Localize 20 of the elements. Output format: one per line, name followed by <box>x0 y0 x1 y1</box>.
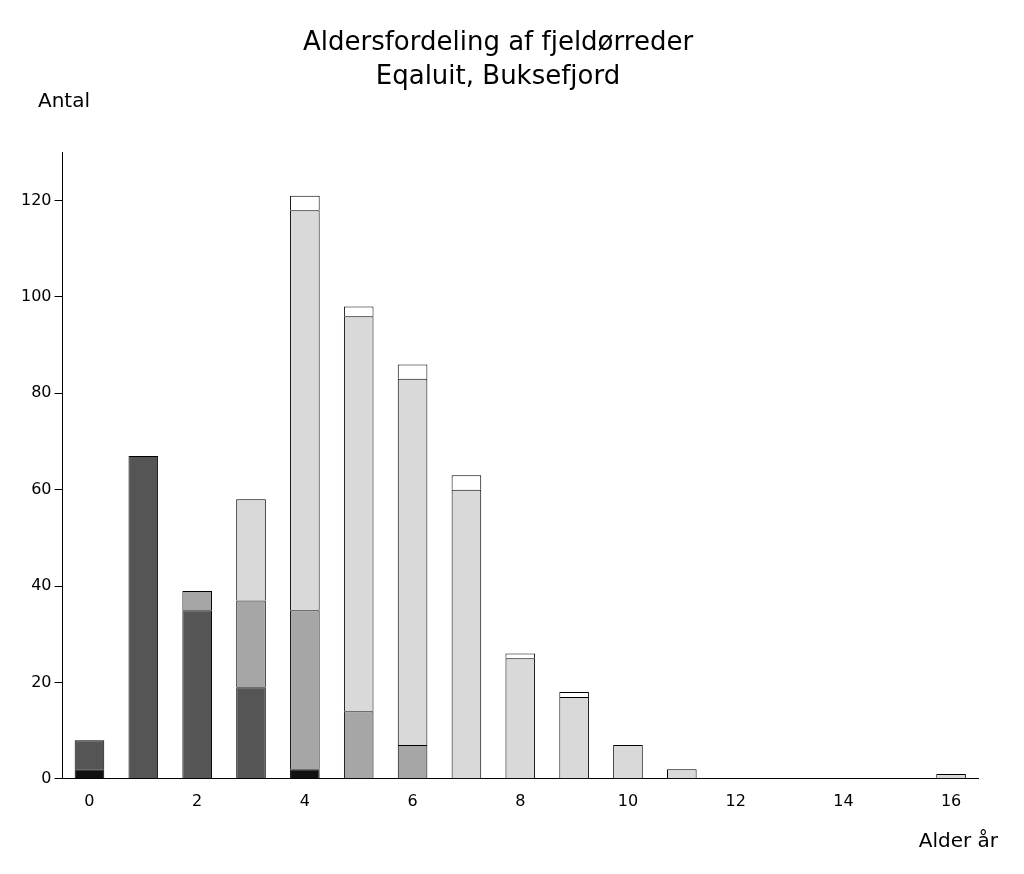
y-tick-label: 0 <box>41 767 52 787</box>
x-tick-label: 8 <box>515 790 526 810</box>
x-tick-label: 2 <box>192 790 203 810</box>
x-tick-label: 6 <box>407 790 418 810</box>
y-tick-label: 80 <box>31 382 52 402</box>
x-tick-label: 4 <box>299 790 310 810</box>
y-tick-label: 20 <box>31 671 52 691</box>
y-tick-label: 60 <box>31 478 52 498</box>
chart-subtitle: Eqaluit, Buksefjord <box>375 59 621 90</box>
x-tick-label: 10 <box>617 790 639 810</box>
x-axis-title: Alder år <box>918 828 998 852</box>
y-tick-label: 40 <box>31 575 52 595</box>
y-tick-label: 100 <box>20 286 52 306</box>
y-tick-label: 120 <box>20 189 52 209</box>
x-tick-label: 12 <box>725 790 746 810</box>
x-tick-label: 14 <box>833 790 854 810</box>
chart-title: Aldersfordeling af fjeldørreder <box>302 26 694 57</box>
y-axis-title: Antal <box>38 88 91 112</box>
x-tick-label: 0 <box>84 790 95 810</box>
x-tick-label: 16 <box>940 790 962 810</box>
